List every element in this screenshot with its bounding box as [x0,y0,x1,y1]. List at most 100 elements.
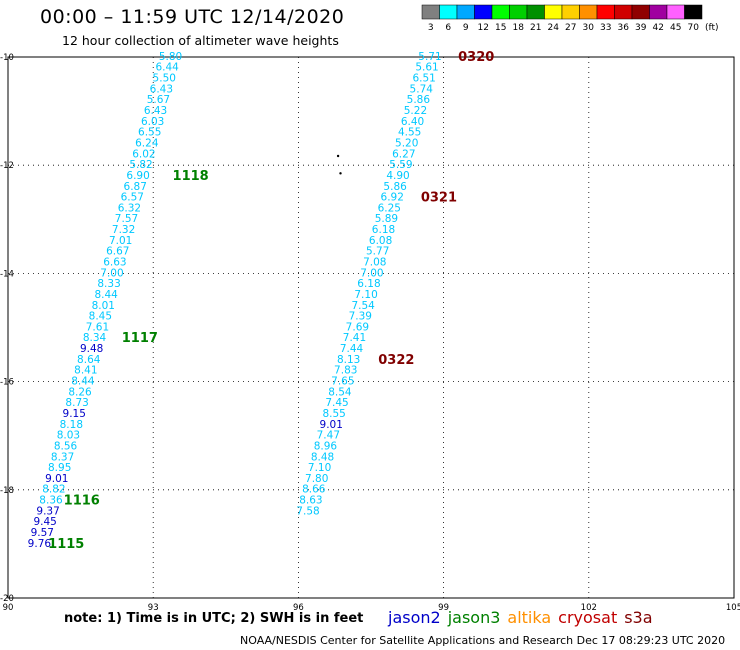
wave-height-value: 6.18 [372,224,395,236]
lon-tick-label: 90 [3,603,14,613]
pass-time-label: 0320 [458,50,494,65]
wave-height-value: 5.50 [153,73,176,85]
legend-swatch [649,4,668,20]
legend-label: 18 [513,23,525,33]
wave-height-value: 6.43 [150,83,173,95]
legend-label: 33 [600,23,611,33]
pass-time-label: 1116 [64,494,100,509]
legend-swatch [474,4,493,20]
wave-height-value: 7.61 [86,321,109,333]
pass-time-label: 0322 [378,353,414,368]
east-track: 5.715.616.515.745.865.226.404.555.206.27… [296,50,494,517]
wave-height-value: 6.92 [381,192,404,204]
wave-height-value: 4.90 [386,170,409,182]
wave-height-value: 9.15 [63,408,86,420]
legend-label: 45 [670,23,681,33]
pass-time-label: 1118 [173,169,209,184]
wave-height-value: 8.33 [97,278,120,290]
wave-height-value: 7.08 [363,256,386,268]
legend-label: 12 [478,23,489,33]
color-legend: 3 6 9 12 15 18 21 24 27 30 33 36 39 42 45 70 (ft) [421,4,719,33]
lat-tick-label: -18 [0,486,14,496]
wave-height-value: 8.48 [311,451,334,463]
page-title: 00:00 – 11:59 UTC 12/14/2020 [40,6,345,28]
legend-label: 15 [495,23,506,33]
wave-height-value: 7.32 [112,224,135,236]
satellite-cryosat: cryosat [558,608,618,627]
wave-height-value: 6.67 [106,246,129,258]
wave-height-value: 9.48 [80,343,103,355]
legend-swatch [596,4,615,20]
wave-height-value: 5.74 [410,83,434,95]
lat-tick-label: -12 [0,161,14,171]
island-mark [336,154,340,158]
lat-tick-label: -20 [0,594,14,604]
wave-height-value: 9.57 [31,527,54,539]
wave-height-value: 8.37 [51,451,74,463]
wave-height-value: 6.24 [135,137,159,149]
wave-height-value: 6.25 [378,202,401,214]
wave-height-value: 6.40 [401,116,424,128]
lon-tick-label: 96 [293,603,304,613]
wave-height-value: 5.80 [159,51,182,63]
legend-swatch [666,4,685,20]
wave-height-value: 8.96 [314,440,338,452]
wave-height-value: 5.22 [404,105,427,117]
wave-height-value: 9.01 [45,473,68,485]
wave-height-value: 5.61 [415,62,438,74]
wave-height-value: 6.57 [121,192,144,204]
wave-height-value: 6.02 [132,148,155,160]
note-text: note: 1) Time is in UTC; 2) SWH is in fe… [64,611,364,626]
map-frame [7,56,735,599]
satellite-legend: jason2 jason3 altika cryosat s3a [388,608,660,627]
wave-height-value: 7.65 [331,376,354,388]
legend-swatch [439,4,458,20]
map-border [7,56,735,599]
wave-height-value: 7.54 [351,300,375,312]
wave-height-value: 6.43 [144,105,167,117]
legend-label: 3 [428,23,434,33]
footer-credit: NOAA/NESDIS Center for Satellite Applica… [240,634,726,647]
axis-ticks: 90 93 96 99 102 105 -10 -12 -14 -16 -18 -20 [0,53,740,613]
legend-swatch [526,4,545,20]
wave-height-value: 8.54 [328,386,352,398]
lat-tick-label: -10 [0,53,14,63]
altimeter-tracks: 5.806.445.506.435.676.436.036.556.246.02… [28,50,495,552]
satellite-s3a: s3a [624,608,653,627]
wave-height-value: 6.87 [124,181,147,193]
legend-label: 21 [530,23,541,33]
wave-height-value: 7.01 [109,235,132,247]
legend-swatch [421,4,440,20]
legend-label: 6 [445,23,451,33]
legend-swatch [614,4,633,20]
wave-height-value: 7.39 [349,311,372,323]
legend-label: 27 [565,23,576,33]
island-mark [339,172,342,175]
wave-height-value: 8.26 [68,386,92,398]
wave-height-value: 5.89 [375,213,398,225]
pass-time-label: 1115 [48,537,84,552]
wave-height-value: 8.13 [337,354,360,366]
wave-height-value: 8.44 [94,289,118,301]
satellite-jason3: jason3 [447,608,501,627]
wave-height-value: 8.18 [60,419,83,431]
wave-height-value: 8.95 [48,462,71,474]
wave-height-value: 7.83 [334,365,357,377]
page-subtitle: 12 hour collection of altimeter wave hei… [62,33,339,48]
wave-height-value: 6.03 [141,116,164,128]
wave-height-value: 5.20 [395,137,418,149]
satellite-altika: altika [507,608,552,627]
wave-height-value: 8.73 [65,397,88,409]
wave-height-value: 7.58 [296,505,319,517]
lon-tick-label: 105 [726,603,740,613]
wave-height-value: 7.45 [325,397,348,409]
wave-height-value: 6.44 [155,62,179,74]
wave-height-value: 7.69 [346,321,369,333]
pass-time-label: 0321 [421,191,457,206]
wave-height-value: 7.80 [305,473,328,485]
wave-height-value: 4.55 [398,127,421,139]
wave-height-value: 5.67 [147,94,170,106]
legend-label: 39 [635,23,647,33]
wave-height-value: 6.90 [126,170,149,182]
